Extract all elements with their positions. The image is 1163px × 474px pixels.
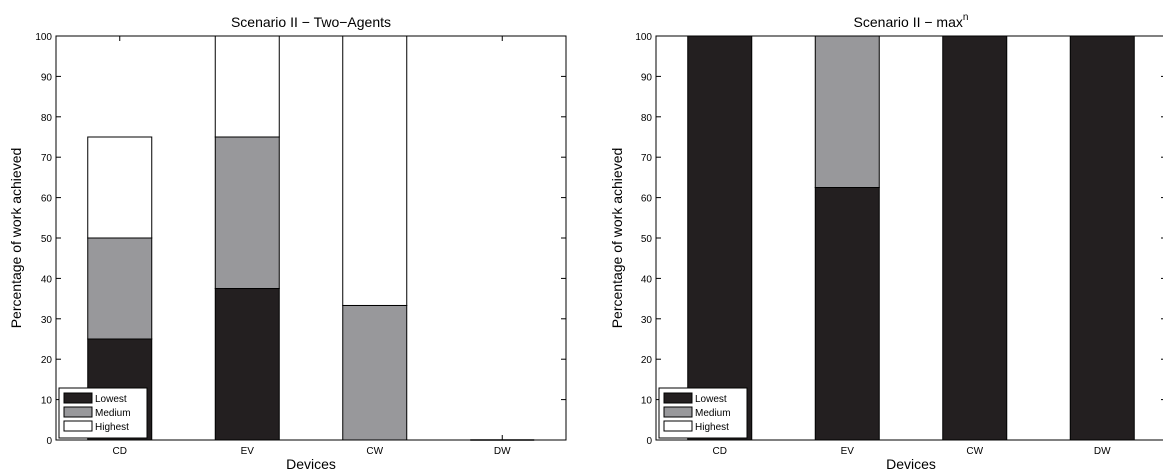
chart-2-ytick-label: 40 — [641, 274, 653, 285]
chart-2-legend-swatch-medium — [663, 406, 693, 418]
chart-2-bar-ev-medium — [814, 35, 880, 188]
chart-2: Scenario II − maxn Percentage of work ac… — [609, 12, 1163, 472]
chart-2-bar-cw-lowest — [942, 35, 1008, 441]
chart-2-xlabel: Devices — [886, 456, 936, 472]
chart-2-xtick-label: CW — [966, 446, 983, 457]
chart-1-legend-swatch-medium — [63, 406, 93, 418]
chart-2-ylabel: Percentage of work achieved — [609, 148, 625, 329]
chart-1-ytick-label: 30 — [41, 315, 53, 326]
chart-1-ytick-label: 90 — [41, 72, 53, 83]
chart-1-legend-label-medium: Medium — [95, 408, 131, 419]
chart-2-xtick-label: CD — [713, 446, 727, 457]
chart-2-ytick-label: 100 — [635, 32, 652, 43]
chart-1-ytick-label: 60 — [41, 194, 53, 205]
chart-1-bar-cd-medium — [87, 237, 153, 340]
chart-2-ytick-label: 90 — [641, 72, 653, 83]
chart-2-legend-label-lowest: Lowest — [695, 394, 727, 405]
chart-1-ytick-label: 20 — [41, 355, 53, 366]
chart-2-ytick-label: 50 — [641, 234, 653, 245]
chart-1-legend-swatch-lowest — [63, 392, 93, 404]
chart-2-ytick-label: 20 — [641, 355, 653, 366]
chart-1-legend-label-lowest: Lowest — [95, 394, 127, 405]
chart-2-legend-swatch-highest — [663, 420, 693, 432]
chart-1-xtick-label: EV — [241, 446, 255, 457]
chart-2-legend-label-highest: Highest — [695, 422, 729, 433]
chart-2-bar-ev-lowest — [814, 187, 880, 441]
chart-2-bar-cd-lowest — [687, 35, 753, 441]
chart-1-ytick-label: 50 — [41, 234, 53, 245]
chart-2-ytick-label: 70 — [641, 153, 653, 164]
chart-1-ytick-label: 80 — [41, 113, 53, 124]
chart-1-title: Scenario II − Two−Agents — [231, 14, 391, 30]
chart-2-ytick-label: 10 — [641, 396, 653, 407]
chart-1-ytick-label: 70 — [41, 153, 53, 164]
chart-2-xtick-label: DW — [1094, 446, 1111, 457]
chart-1: Scenario II − Two−Agents Percentage of w… — [8, 14, 567, 472]
chart-1-xlabel: Devices — [286, 456, 336, 472]
chart-1-bar-cw-medium — [342, 304, 408, 441]
chart-2-ytick-label: 0 — [646, 436, 652, 447]
chart-2-title: Scenario II − maxn — [854, 12, 969, 30]
chart-2-ytick-label: 30 — [641, 315, 653, 326]
chart-1-bar-ev-highest — [214, 35, 280, 138]
chart-2-xtick-label: EV — [841, 446, 855, 457]
chart-1-ytick-label: 0 — [46, 436, 52, 447]
chart-1-ytick-label: 40 — [41, 274, 53, 285]
chart-1-bar-cw-highest — [342, 35, 408, 306]
chart-2-bar-dw-lowest — [1069, 35, 1135, 441]
chart-1-legend-label-highest: Highest — [95, 422, 129, 433]
chart-1-bar-ev-lowest — [214, 288, 280, 441]
chart-2-ytick-label: 80 — [641, 113, 653, 124]
chart-1-plot-area: 0 10 20 30 40 50 60 70 80 90 100 CD EV CW DW Lowest Medi… — [35, 32, 567, 457]
chart-2-title-superscript: n — [963, 12, 969, 23]
chart-1-xtick-label: CW — [366, 446, 383, 457]
chart-2-legend-swatch-lowest — [663, 392, 693, 404]
chart-2-plot-area: 0 10 20 30 40 50 60 70 80 90 100 CD EV CW DW Lowest Medi… — [635, 32, 1163, 457]
chart-1-legend-swatch-highest — [63, 420, 93, 432]
chart-1-bar-cd-highest — [87, 136, 153, 239]
chart-1-ytick-label: 10 — [41, 396, 53, 407]
chart-2-ytick-label: 60 — [641, 194, 653, 205]
chart-1-ytick-label: 100 — [35, 32, 52, 43]
chart-1-ylabel: Percentage of work achieved — [8, 148, 24, 329]
chart-1-xtick-label: CD — [113, 446, 127, 457]
chart-1-bar-ev-medium — [214, 136, 280, 289]
chart-2-title-main: Scenario II − max — [854, 14, 963, 30]
chart-1-xtick-label: DW — [494, 446, 511, 457]
chart-2-legend-label-medium: Medium — [695, 408, 731, 419]
